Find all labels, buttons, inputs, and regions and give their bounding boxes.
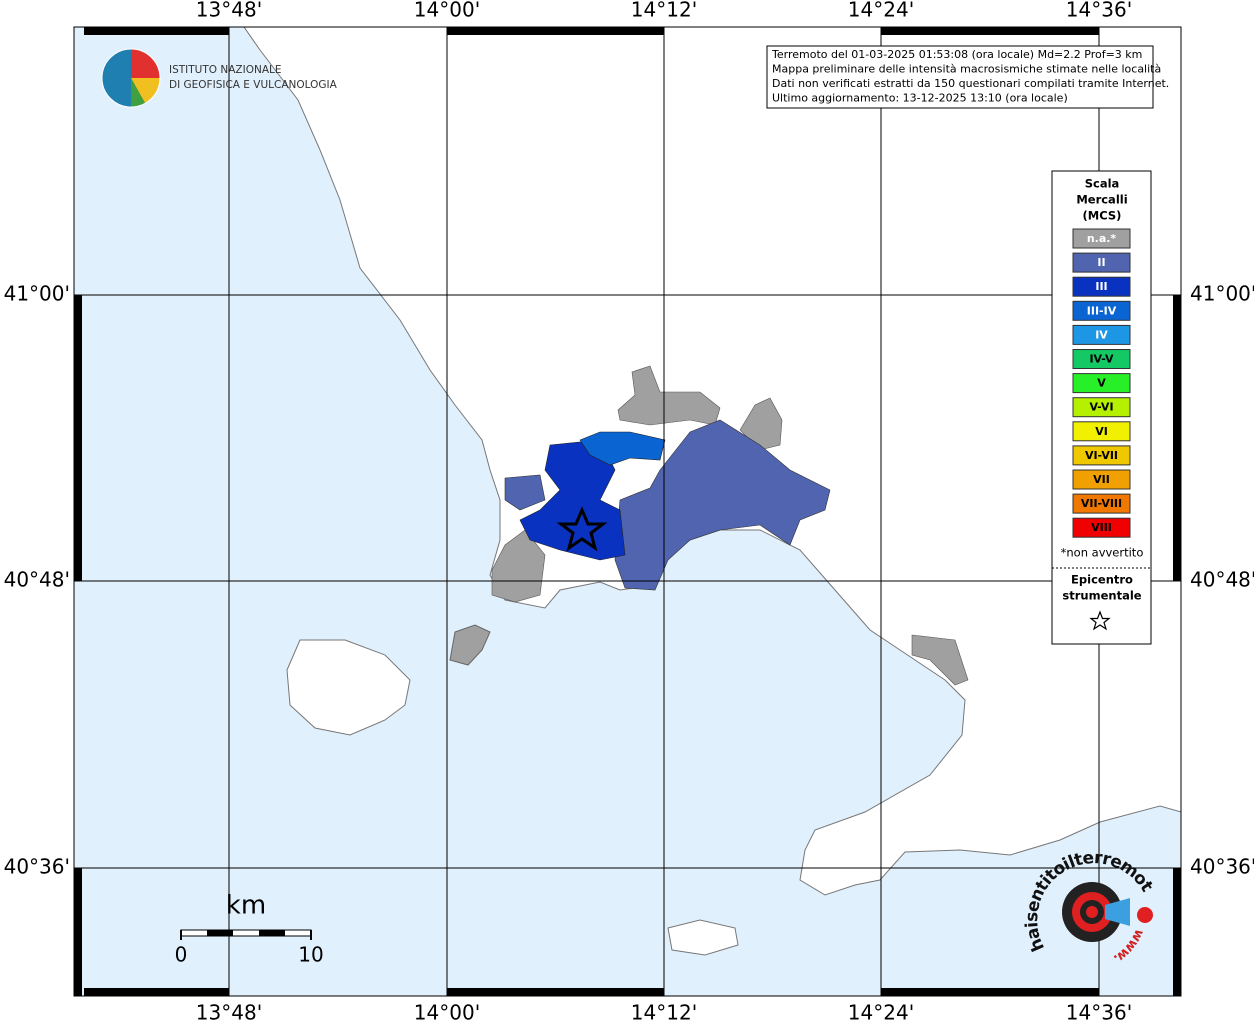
institute-line: DI GEOFISICA E VULCANOLOGIA (169, 79, 338, 91)
area-iii (519, 439, 626, 561)
legend-label: IV (1095, 328, 1108, 341)
lon-label: 14°36' (1066, 0, 1132, 22)
legend-swatch (1072, 228, 1131, 249)
lon-label: 14°24' (848, 1001, 914, 1025)
legend-swatch (1072, 493, 1131, 514)
island-ischia (286, 639, 411, 736)
legend-label: IV-V (1089, 353, 1114, 366)
lon-label: 14°00' (414, 0, 480, 22)
legend-title: (MCS) (1083, 209, 1122, 223)
legend-label: VI-VII (1085, 449, 1118, 462)
lon-label: 14°36' (1066, 1001, 1132, 1025)
area-na (491, 529, 546, 603)
legend-label: III (1095, 280, 1107, 293)
legend-label: VIII (1091, 521, 1112, 534)
island-procida (449, 624, 491, 666)
info-line: Terremoto del 01-03-2025 01:53:08 (ora l… (771, 48, 1142, 61)
info-line: Mappa preliminare delle intensità macros… (772, 63, 1161, 76)
graticule (74, 27, 1181, 996)
area-ii (614, 419, 831, 591)
legend-swatch (1072, 324, 1131, 345)
lat-label: 41°00' (4, 282, 70, 306)
legend-swatch (1072, 445, 1131, 466)
lon-label: 13°48' (196, 0, 262, 22)
legend-swatch (1072, 421, 1131, 442)
area-iii-iv (579, 431, 666, 466)
legend-star (1089, 610, 1111, 631)
lat-label: 40°48' (1190, 568, 1254, 592)
lon-label: 13°48' (196, 1001, 262, 1025)
area-na (911, 634, 969, 686)
legend-label: III-IV (1087, 304, 1117, 317)
scale-label: 0 (175, 943, 188, 967)
legend-label: VII (1093, 473, 1110, 486)
legend-swatch (1072, 349, 1131, 369)
lat-label: 41°00' (1190, 282, 1254, 306)
legend-title: Scala (1085, 177, 1120, 191)
legend-swatch (1072, 517, 1131, 538)
legend-title: Mercalli (1076, 193, 1127, 207)
legend-label: VII-VIII (1081, 497, 1122, 510)
epicenter-star (556, 506, 608, 552)
frame (73, 26, 1182, 997)
scale-unit: km (226, 891, 266, 921)
scale-bar: km 0 10 (175, 891, 324, 967)
legend-epicenter: strumentale (1062, 589, 1141, 603)
lat-label: 40°36' (4, 855, 70, 879)
legend-swatch (1072, 469, 1131, 490)
lon-label: 14°12' (631, 0, 697, 22)
legend-label: V-VI (1089, 401, 1113, 414)
scale-label: 10 (298, 943, 323, 967)
legend-label: n.a.* (1087, 232, 1117, 245)
info-box (766, 45, 1154, 109)
lon-label: 14°24' (848, 0, 914, 22)
legend-swatch (1072, 300, 1131, 321)
legend-swatch (1072, 397, 1131, 418)
legend-label: VI (1095, 425, 1108, 438)
legend-label: V (1097, 377, 1106, 390)
legend-swatch (1072, 373, 1131, 394)
lon-label: 14°00' (414, 1001, 480, 1025)
ingv-logo: ISTITUTO NAZIONALE DI GEOFISICA E VULCAN… (101, 48, 338, 108)
legend-swatch (1072, 252, 1131, 273)
legend-swatch (1072, 276, 1131, 297)
legend-epicenter: Epicentro (1071, 573, 1133, 587)
lat-label: 40°36' (1190, 855, 1254, 879)
legend-note: *non avvertito (1061, 546, 1144, 560)
lon-label: 14°12' (631, 1001, 697, 1025)
info-line: Ultimo aggiornamento: 13-12-2025 13:10 (… (772, 92, 1068, 105)
info-line: Dati non verificati estratti da 150 ques… (772, 77, 1169, 90)
lat-label: 40°48' (4, 568, 70, 592)
island-capri (667, 919, 739, 956)
area-na (617, 365, 721, 426)
institute-line: ISTITUTO NAZIONALE (169, 64, 282, 76)
legend-label: II (1097, 256, 1105, 269)
area-ii (504, 474, 546, 511)
